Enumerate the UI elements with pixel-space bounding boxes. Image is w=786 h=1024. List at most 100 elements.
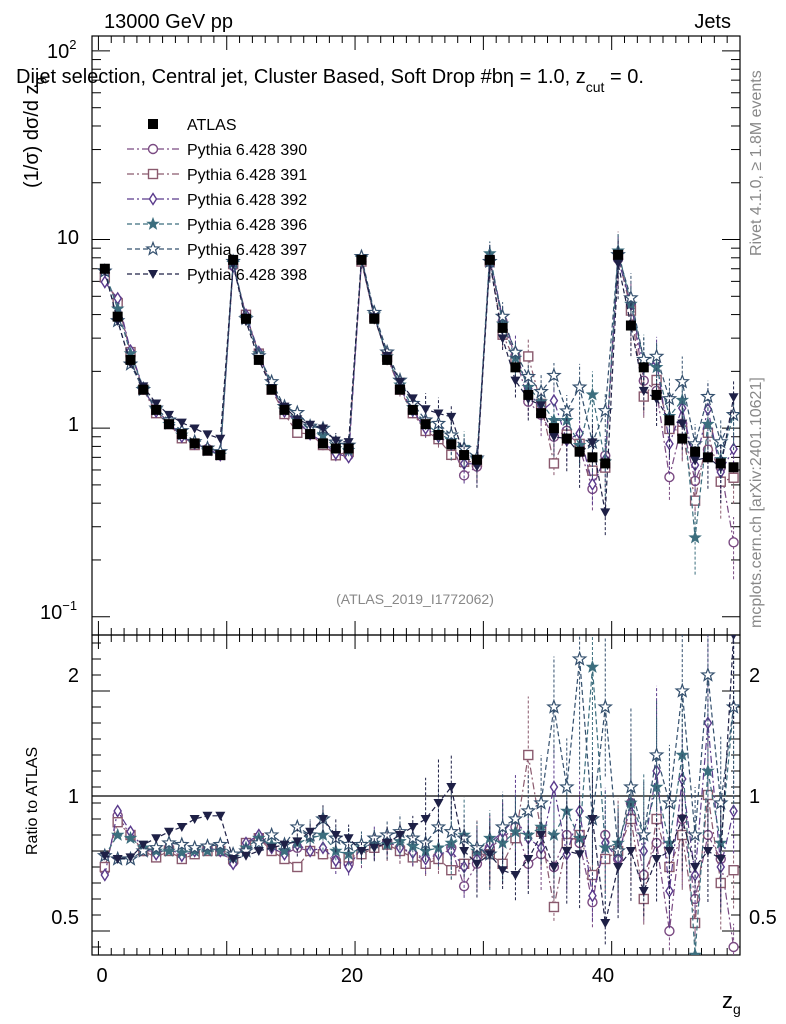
ratio-point: [523, 749, 534, 761]
atlas-point: [163, 419, 174, 430]
atlas-point: [446, 439, 457, 450]
series-line: [104, 254, 735, 460]
ratio-point: [484, 850, 495, 860]
data-point: [510, 376, 521, 386]
data-point: [507, 344, 524, 360]
ratio-point: [305, 827, 316, 837]
ratio-point: [446, 783, 457, 792]
atlas-point: [433, 429, 444, 440]
main-ytick-label-0.1: 10−1: [40, 598, 77, 624]
data-point: [292, 427, 303, 438]
ratio-point: [497, 866, 508, 876]
analysis-id: (ATLAS_2019_I1772062): [336, 591, 494, 607]
ratio-point: [664, 847, 675, 856]
legend-marker-0: [147, 143, 159, 155]
xtick-label-40: 40: [592, 965, 614, 987]
ratio-point: [648, 746, 665, 762]
ratio-point: [635, 826, 652, 842]
data-point: [330, 436, 341, 446]
ratio-point: [135, 842, 152, 858]
ratio-point: [571, 650, 588, 666]
series-ratio-line: [104, 635, 735, 924]
data-point: [613, 259, 624, 269]
data-point: [638, 386, 649, 396]
data-point: [343, 438, 354, 448]
ratio-point: [588, 888, 597, 903]
atlas-point: [215, 450, 226, 461]
ratio-point: [558, 778, 575, 794]
data-point: [317, 424, 328, 434]
data-point: [546, 367, 562, 383]
data-point: [712, 433, 729, 449]
ratio-point: [613, 863, 624, 872]
atlas-point: [253, 354, 264, 365]
ratio-point: [253, 847, 264, 856]
ratio-point: [702, 847, 713, 856]
data-point: [728, 472, 739, 483]
ratio-point: [344, 860, 353, 874]
data-point: [344, 450, 353, 464]
ratio-point: [728, 941, 739, 953]
series-main-390: [99, 242, 739, 580]
ratio-point: [292, 861, 303, 873]
ratio-point: [330, 831, 341, 840]
atlas-point: [536, 408, 547, 419]
atlas-point: [394, 384, 405, 395]
data-point: [587, 438, 598, 448]
ratio-point: [677, 815, 688, 824]
ratio-ytick-label-1: 1: [68, 786, 79, 808]
data-point: [677, 419, 688, 429]
legend-marker-5: [148, 270, 158, 279]
data-point: [189, 424, 200, 434]
data-point: [176, 418, 187, 428]
ratio-point: [687, 826, 703, 842]
atlas-point: [638, 362, 649, 373]
series-ratio-line: [104, 754, 735, 924]
data-point: [494, 308, 511, 324]
data-point: [588, 477, 597, 492]
ratio-point: [715, 855, 726, 864]
ratio-point: [279, 840, 290, 850]
legend-label-391: Pythia 6.428 391: [187, 167, 307, 184]
atlas-point: [125, 354, 136, 365]
atlas-point: [510, 362, 521, 373]
atlas-point: [600, 458, 611, 469]
ratio-point: [548, 901, 560, 913]
ratio-point: [700, 666, 716, 682]
ratio-point: [316, 827, 330, 841]
main-ytick-label-100: 102: [47, 37, 76, 63]
data-point: [443, 426, 460, 442]
data-point: [690, 456, 701, 466]
data-point: [700, 388, 716, 404]
ratio-point: [598, 840, 613, 854]
ratio-point: [600, 919, 611, 928]
ratio-point: [433, 799, 444, 808]
atlas-point: [677, 433, 688, 444]
ratio-point: [138, 840, 149, 850]
atlas-point: [651, 389, 662, 400]
main-ytick-label-1: 1: [68, 414, 79, 436]
atlas-point: [382, 354, 393, 365]
ratio-point: [407, 823, 418, 832]
main-plot: [96, 231, 740, 580]
atlas-point: [99, 263, 110, 274]
data-point: [548, 458, 560, 469]
atlas-point: [266, 384, 277, 395]
data-point: [497, 334, 508, 344]
data-point: [407, 394, 418, 404]
series-atlas: [99, 249, 739, 473]
atlas-point: [407, 404, 418, 415]
data-point: [520, 368, 537, 384]
atlas-point: [702, 452, 713, 463]
category-label: Jets: [694, 11, 731, 33]
data-point: [687, 435, 703, 451]
data-point: [446, 412, 457, 422]
atlas-point: [459, 450, 470, 461]
data-point: [202, 430, 213, 440]
ratio-point: [202, 811, 213, 821]
ratio-point: [459, 847, 470, 856]
ratio-point: [623, 778, 639, 794]
ratio-y-label: Ratio to ATLAS: [24, 747, 41, 855]
data-point: [110, 301, 125, 315]
atlas-point: [728, 462, 739, 473]
